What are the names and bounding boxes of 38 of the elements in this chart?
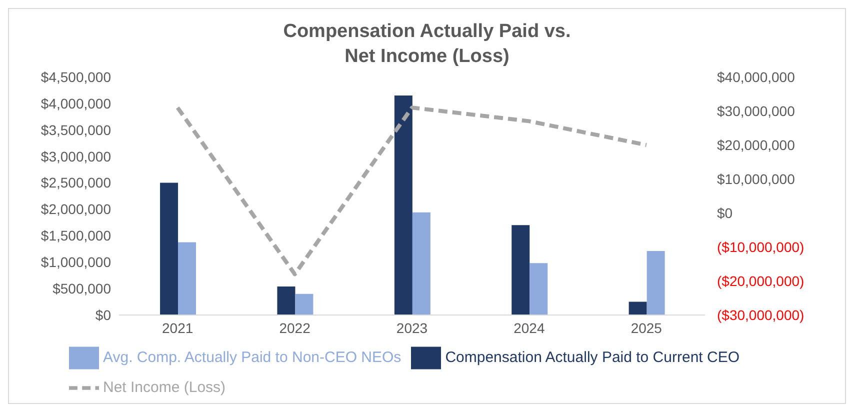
y-tick-label: $1,000,000	[40, 254, 112, 270]
bar	[277, 286, 296, 315]
legend-label: Avg. Comp. Actually Paid to Non-CEO NEOs	[103, 348, 402, 366]
y2-tick-label: ($20,000,000)	[717, 273, 804, 289]
y-tick-label: $0	[95, 306, 112, 323]
y-tick-label: $4,500,000	[40, 68, 112, 85]
y-tick-label: $2,500,000	[40, 174, 112, 191]
y-tick-label: $2,000,000	[40, 201, 112, 218]
bar	[512, 225, 530, 315]
bar	[178, 242, 196, 315]
legend-label: Net Income (Loss)	[103, 378, 226, 396]
x-tick-label: 2022	[279, 320, 311, 336]
bar	[412, 212, 430, 315]
x-tick-label: 2025	[630, 320, 662, 336]
y-tick-label: $500,000	[52, 280, 112, 297]
y2-tick-label: ($30,000,000)	[717, 307, 804, 323]
x-tick-label: 2023	[396, 320, 428, 336]
chart-title: Compensation Actually Paid vs. Net Income (Loss)	[282, 20, 572, 69]
y2-tick-label: $10,000,000	[717, 171, 796, 187]
bar	[530, 263, 548, 315]
bar	[394, 96, 412, 315]
line-series	[176, 106, 648, 276]
bar	[160, 182, 178, 315]
y2-tick-label: $0	[717, 205, 733, 221]
x-tick-label: 2021	[162, 320, 194, 336]
y-tick-label: $3,000,000	[40, 148, 112, 164]
bar	[646, 251, 665, 315]
x-tick-label: 2024	[514, 320, 545, 336]
y-tick-label: $4,000,000	[40, 95, 112, 112]
y2-tick-label: $30,000,000	[717, 103, 796, 119]
y2-tick-label: ($10,000,000)	[717, 239, 804, 255]
y-tick-label: $3,500,000	[40, 122, 112, 138]
y-tick-label: $1,500,000	[40, 228, 112, 244]
bar	[295, 294, 314, 315]
legend-label: Compensation Actually Paid to Current CEO	[445, 348, 740, 366]
y2-tick-label: $20,000,000	[717, 137, 796, 153]
bar	[628, 302, 647, 315]
y2-tick-label: $40,000,000	[717, 69, 796, 85]
